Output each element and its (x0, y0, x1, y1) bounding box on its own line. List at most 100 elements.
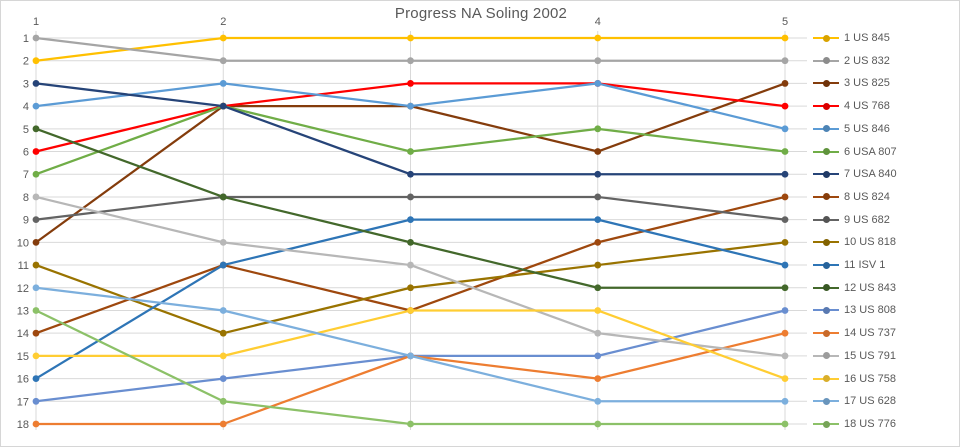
legend-swatch (813, 423, 839, 425)
series-marker (781, 125, 789, 133)
legend-item: 10 US 818 (813, 235, 896, 249)
legend-label: 7 USA 840 (844, 168, 897, 181)
legend-item: 18 US 776 (813, 417, 896, 431)
series-marker (32, 397, 40, 405)
legend-label: 15 US 791 (844, 349, 896, 362)
series-marker (781, 375, 789, 382)
series-marker (781, 420, 789, 428)
series-marker (219, 375, 227, 382)
y-axis-tick-label: 11 (18, 260, 29, 272)
series-marker (219, 352, 227, 360)
legend-swatch (813, 286, 839, 289)
series-marker (594, 329, 602, 337)
series-marker (781, 170, 789, 178)
legend-item: 1 US 845 (813, 31, 890, 45)
legend-label: 16 US 758 (844, 372, 896, 385)
series-marker (32, 329, 40, 337)
y-axis-tick-label: 5 (23, 124, 29, 136)
y-axis-tick-label: 2 (23, 56, 29, 68)
series-marker (594, 397, 602, 405)
series-marker (219, 397, 227, 405)
chart-legend: 1 US 845 2 US 832 3 US 825 4 US 768 5 US 846… (813, 1, 953, 446)
y-axis-tick-label: 8 (23, 192, 29, 204)
series-marker (594, 170, 602, 178)
legend-swatch (813, 173, 839, 176)
series-marker (781, 80, 789, 87)
series-marker (781, 102, 789, 110)
series-marker (594, 34, 602, 42)
series-marker (219, 261, 227, 269)
legend-swatch (813, 82, 839, 85)
legend-swatch (813, 127, 839, 130)
legend-label: 6 USA 807 (844, 145, 897, 158)
series-marker (32, 216, 40, 224)
x-axis-tick-label: 2 (220, 16, 226, 28)
legend-item: 17 US 628 (813, 394, 896, 408)
series-marker (781, 57, 789, 65)
series-marker (219, 57, 227, 65)
legend-swatch (813, 105, 839, 108)
series-marker (594, 125, 602, 133)
series-marker (594, 352, 602, 360)
series-marker (594, 216, 602, 224)
legend-swatch (813, 37, 839, 39)
series-marker (781, 148, 789, 155)
series-marker (407, 148, 414, 155)
series-marker (32, 102, 40, 110)
y-axis-tick-label: 12 (17, 283, 29, 295)
series-marker (781, 352, 789, 360)
legend-label: 18 US 776 (844, 418, 896, 430)
legend-swatch (813, 218, 839, 221)
series-marker (407, 420, 414, 428)
series-marker (32, 352, 40, 360)
legend-label: 9 US 682 (844, 213, 890, 226)
legend-label: 11 ISV 1 (844, 259, 886, 272)
series-marker (219, 102, 227, 110)
x-axis-tick-label: 5 (782, 16, 788, 28)
legend-swatch (813, 195, 839, 198)
series-marker (781, 238, 789, 246)
series-marker (219, 238, 227, 246)
y-axis-tick-label: 18 (17, 419, 29, 431)
legend-swatch (813, 241, 839, 244)
legend-item: 3 US 825 (813, 76, 890, 90)
legend-label: 3 US 825 (844, 77, 890, 90)
legend-swatch (813, 264, 839, 267)
series-marker (781, 397, 789, 405)
series-marker (32, 170, 40, 178)
series-marker (407, 170, 414, 178)
series-marker (781, 284, 789, 292)
y-axis-tick-label: 13 (17, 305, 29, 317)
legend-item: 12 US 843 (813, 281, 896, 295)
y-axis-tick-label: 14 (17, 328, 29, 340)
y-axis-tick-label: 6 (23, 147, 29, 159)
y-axis-tick-label: 4 (23, 101, 29, 113)
legend-swatch (813, 59, 839, 62)
legend-swatch (813, 150, 839, 153)
series-marker (32, 34, 40, 42)
series-marker (32, 80, 40, 87)
legend-item: 2 US 832 (813, 54, 890, 68)
legend-label: 4 US 768 (844, 100, 890, 113)
series-marker (594, 57, 602, 65)
legend-item: 15 US 791 (813, 349, 896, 363)
legend-label: 2 US 832 (844, 54, 890, 67)
series-marker (594, 148, 602, 155)
series-marker (32, 375, 40, 382)
legend-item: 4 US 768 (813, 99, 890, 113)
series-marker (594, 80, 602, 87)
y-axis-tick-label: 17 (17, 396, 29, 408)
series-marker (594, 261, 602, 269)
series-marker (219, 80, 227, 87)
legend-label: 1 US 845 (844, 32, 890, 44)
legend-swatch (813, 400, 839, 403)
legend-item: 7 USA 840 (813, 167, 897, 181)
series-marker (781, 329, 789, 337)
series-marker (407, 80, 414, 87)
series-marker (781, 261, 789, 269)
series-marker (594, 375, 602, 382)
series-marker (594, 284, 602, 292)
legend-label: 13 US 808 (844, 304, 896, 317)
y-axis-tick-label: 7 (23, 169, 29, 181)
